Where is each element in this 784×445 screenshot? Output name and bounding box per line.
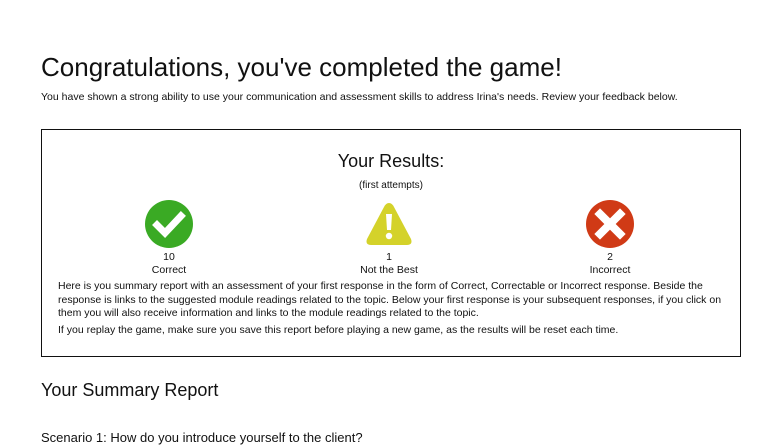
stat-correct: 10 Correct	[89, 199, 249, 277]
results-explanation: Here is you summary report with an asses…	[58, 280, 722, 319]
results-title: Your Results:	[337, 151, 445, 171]
stat-not-best-label: Not the Best	[360, 264, 418, 276]
page-title: Congratulations, you've completed the ga…	[41, 52, 562, 82]
x-circle-icon	[586, 200, 634, 248]
stat-incorrect-count: 2	[607, 251, 613, 263]
stat-incorrect-label: Incorrect	[589, 264, 631, 276]
results-panel: Your Results: (first attempts) 10 Correc…	[41, 129, 741, 357]
warning-triangle-icon	[366, 203, 412, 245]
stat-correct-label: Correct	[151, 264, 187, 276]
scenario-1-heading: Scenario 1: How do you introduce yoursel…	[41, 430, 363, 445]
summary-title: Your Summary Report	[41, 380, 219, 400]
intro-text: You have shown a strong ability to use y…	[41, 91, 678, 103]
stat-not-best: 1 Not the Best	[309, 199, 469, 277]
results-subtitle: (first attempts)	[359, 180, 423, 191]
stat-not-best-count: 1	[386, 251, 392, 263]
stat-correct-count: 10	[163, 251, 175, 263]
stat-incorrect: 2 Incorrect	[530, 199, 690, 277]
check-circle-icon	[145, 200, 193, 248]
replay-note: If you replay the game, make sure you sa…	[58, 324, 619, 336]
